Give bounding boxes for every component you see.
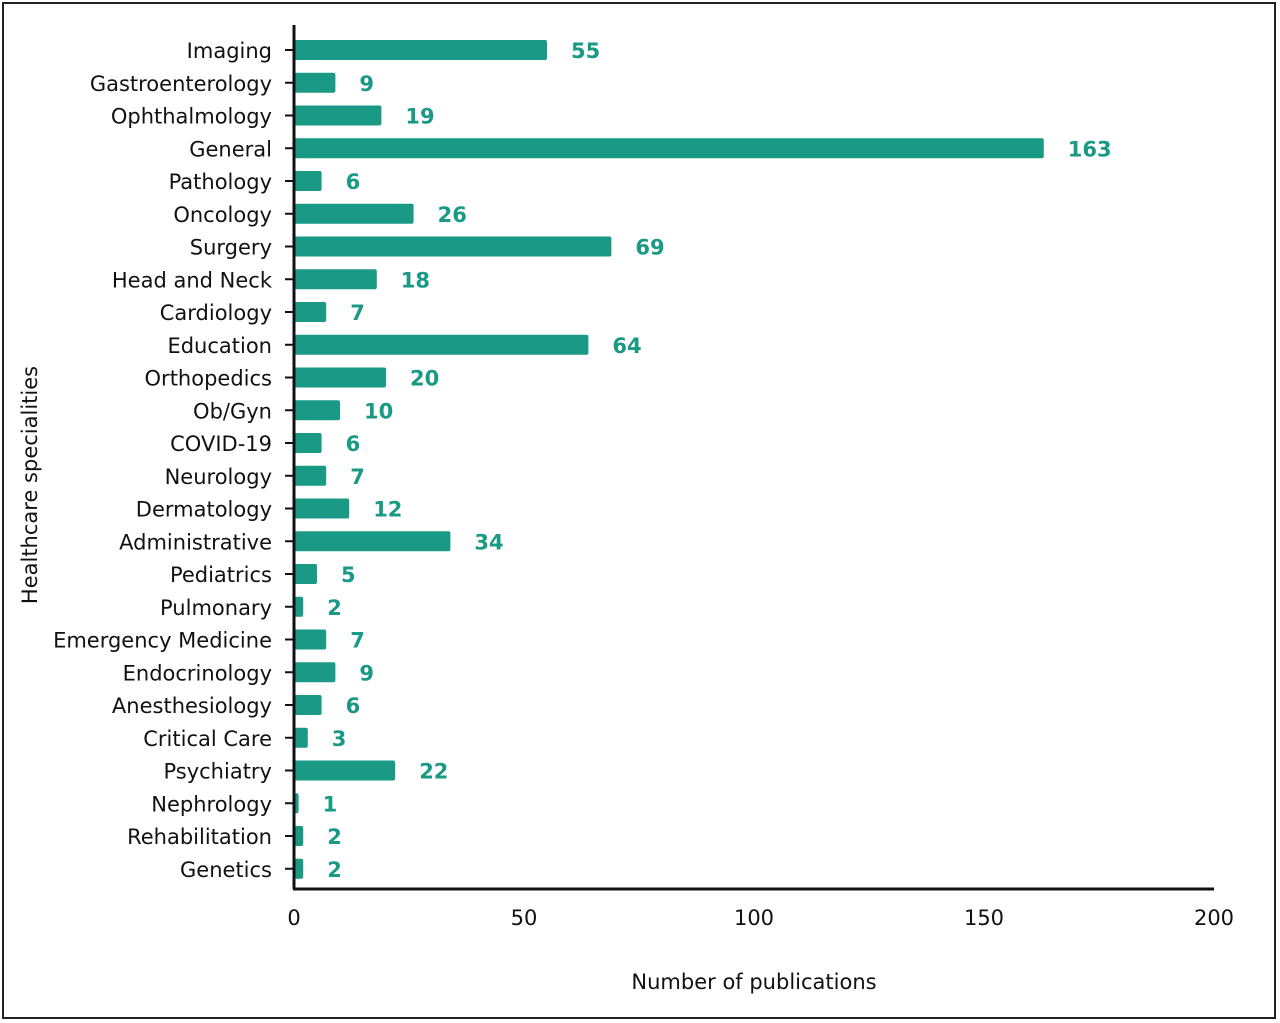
bar-ophthalmology xyxy=(294,105,382,126)
bar-covid-19 xyxy=(294,433,322,453)
category-label: Cardiology xyxy=(160,301,272,325)
category-label: COVID-19 xyxy=(170,432,272,456)
category-label: Gastroenterology xyxy=(90,72,272,96)
value-label: 2 xyxy=(327,596,342,620)
bar-education xyxy=(294,334,589,355)
x-tick-label: 150 xyxy=(964,906,1004,930)
value-label: 34 xyxy=(474,530,503,554)
value-label: 3 xyxy=(332,727,347,751)
bar-genetics xyxy=(294,858,304,879)
category-label: Emergency Medicine xyxy=(53,629,272,653)
value-label: 26 xyxy=(438,203,467,227)
x-tick-label: 0 xyxy=(287,906,300,930)
value-label: 6 xyxy=(346,694,361,718)
category-label: Ophthalmology xyxy=(111,105,272,129)
value-label: 7 xyxy=(350,465,365,489)
value-label: 2 xyxy=(327,858,342,882)
bar-ob-gyn xyxy=(294,400,340,421)
value-label: 7 xyxy=(350,301,365,325)
category-label: Head and Neck xyxy=(112,268,273,292)
bar-endocrinology xyxy=(294,662,336,683)
category-label: Nephrology xyxy=(151,792,272,816)
value-label: 19 xyxy=(405,105,434,129)
category-label: Administrative xyxy=(119,530,272,554)
value-label: 5 xyxy=(341,563,356,587)
bar-pediatrics xyxy=(294,564,317,584)
category-label: General xyxy=(189,137,272,161)
category-label: Dermatology xyxy=(136,498,272,522)
value-label: 10 xyxy=(364,399,393,423)
category-label: Pathology xyxy=(169,170,272,194)
bar-pulmonary xyxy=(294,596,304,617)
value-label: 18 xyxy=(401,268,430,292)
bars-group xyxy=(294,40,1044,879)
x-axis-title: Number of publications xyxy=(631,970,876,994)
category-label: Psychiatry xyxy=(163,760,272,784)
value-label: 55 xyxy=(571,39,600,63)
bar-dermatology xyxy=(294,498,350,519)
category-label: Endocrinology xyxy=(123,661,272,685)
bar-gastroenterology xyxy=(294,72,336,93)
bar-cardiology xyxy=(294,302,327,322)
value-label: 69 xyxy=(635,236,664,260)
bar-neurology xyxy=(294,465,327,486)
bar-administrative xyxy=(294,531,451,552)
value-label: 7 xyxy=(350,629,365,653)
value-label: 12 xyxy=(373,498,402,522)
bar-general xyxy=(294,138,1044,159)
bar-surgery xyxy=(294,236,612,257)
category-label: Anesthesiology xyxy=(112,694,272,718)
category-label: Genetics xyxy=(180,858,272,882)
bar-orthopedics xyxy=(294,367,386,388)
bar-head-and-neck xyxy=(294,269,377,290)
category-label: Ob/Gyn xyxy=(193,399,272,423)
value-label: 2 xyxy=(327,825,342,849)
value-label: 20 xyxy=(410,367,439,391)
ticks-group: 0 50 100 150 200 xyxy=(285,49,1234,930)
bar-imaging xyxy=(294,40,547,60)
category-label: Surgery xyxy=(190,236,272,260)
category-labels-group: Imaging Gastroenterology Ophthalmology Gene… xyxy=(53,39,273,882)
y-axis-title: Healthcare specialities xyxy=(18,366,42,604)
value-label: 163 xyxy=(1068,137,1112,161)
value-label: 9 xyxy=(359,661,374,685)
category-label: Pediatrics xyxy=(170,563,272,587)
bar-anesthesiology xyxy=(294,695,322,715)
value-label: 1 xyxy=(323,792,338,816)
category-label: Neurology xyxy=(165,465,272,489)
bar-critical-care xyxy=(294,727,308,748)
bar-oncology xyxy=(294,203,414,224)
category-label: Orthopedics xyxy=(145,367,272,391)
category-label: Rehabilitation xyxy=(127,825,272,849)
bar-rehabilitation xyxy=(294,826,304,846)
category-label: Imaging xyxy=(187,39,272,63)
category-label: Education xyxy=(167,334,272,358)
category-label: Critical Care xyxy=(143,727,272,751)
value-label: 9 xyxy=(359,72,374,96)
x-tick-label: 100 xyxy=(734,906,774,930)
value-label: 6 xyxy=(346,170,361,194)
bar-emergency-medicine xyxy=(294,629,327,650)
bar-pathology xyxy=(294,171,322,191)
value-label: 6 xyxy=(346,432,361,456)
bar-psychiatry xyxy=(294,760,396,781)
category-label: Pulmonary xyxy=(160,596,272,620)
value-label: 22 xyxy=(419,760,448,784)
x-tick-label: 50 xyxy=(511,906,538,930)
value-label: 64 xyxy=(612,334,641,358)
category-label: Oncology xyxy=(173,203,272,227)
x-tick-label: 200 xyxy=(1194,906,1234,930)
